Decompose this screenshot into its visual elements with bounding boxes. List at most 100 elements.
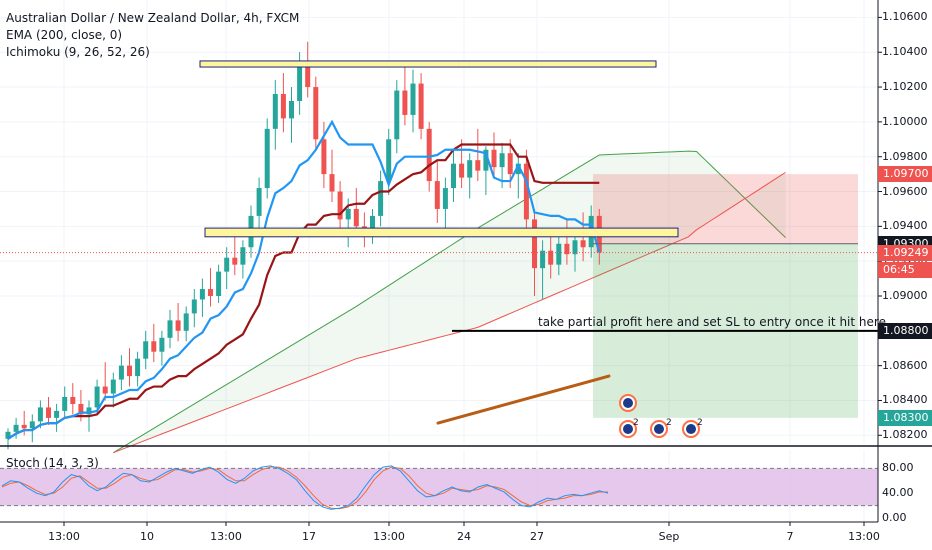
stoch-tick-label: 40.00 (882, 486, 914, 500)
news-event-icon[interactable] (619, 394, 637, 412)
candle[interactable] (418, 73, 424, 140)
candle[interactable] (224, 247, 230, 290)
candle-body (191, 299, 197, 314)
stochastic-panel[interactable] (0, 445, 932, 510)
candle[interactable] (183, 306, 189, 342)
time-tick-label: 13:00 (848, 530, 880, 543)
resistance-zone[interactable] (199, 60, 657, 68)
candle-body (102, 386, 108, 394)
candle-body (183, 313, 189, 331)
candle[interactable] (102, 362, 108, 401)
legend-ema: EMA (200, close, 0) (6, 28, 123, 42)
candle[interactable] (353, 188, 359, 234)
candle-body (70, 396, 76, 404)
candle[interactable] (272, 80, 278, 150)
candle[interactable] (564, 219, 570, 265)
candle[interactable] (110, 372, 116, 408)
candle[interactable] (467, 153, 473, 199)
candle[interactable] (62, 386, 68, 418)
candle-body (515, 163, 521, 175)
candle[interactable] (54, 403, 60, 432)
news-event-icon[interactable] (682, 420, 700, 438)
candle[interactable] (29, 414, 35, 443)
price-tag: 1.09249 (878, 244, 932, 261)
candle-body (353, 208, 359, 227)
news-event-icon[interactable] (650, 420, 668, 438)
news-event-icon[interactable] (619, 420, 637, 438)
price-tick-label: 1.08200 (882, 428, 928, 442)
candle[interactable] (13, 417, 19, 439)
candle[interactable] (402, 66, 408, 126)
candle[interactable] (240, 240, 246, 279)
time-tick-label: 13:00 (48, 530, 80, 543)
candle[interactable] (289, 87, 294, 143)
candle[interactable] (216, 264, 222, 303)
candle[interactable] (256, 177, 262, 230)
candle-body (475, 160, 481, 171)
candle-body (46, 407, 51, 418)
candle[interactable] (459, 139, 465, 189)
candle[interactable] (143, 330, 149, 370)
candle-body (224, 257, 230, 272)
horizontal-levels[interactable] (0, 60, 878, 438)
candle[interactable] (46, 396, 51, 425)
price-tick-label: 1.10400 (882, 45, 928, 59)
price-tick-label: 1.08400 (882, 393, 928, 407)
candle[interactable] (451, 149, 456, 202)
candle-body (523, 163, 529, 220)
candle[interactable] (151, 323, 157, 363)
candle[interactable] (491, 132, 497, 178)
candle[interactable] (305, 41, 311, 98)
candle[interactable] (118, 355, 124, 391)
candle-body (548, 250, 554, 265)
candle[interactable] (127, 348, 132, 387)
candle[interactable] (329, 149, 335, 202)
candle-body (199, 289, 205, 300)
candle-body (394, 90, 400, 140)
candle[interactable] (337, 181, 343, 234)
flag-icon (654, 424, 664, 434)
candle-body (572, 240, 578, 255)
candle[interactable] (199, 278, 205, 317)
candle[interactable] (264, 118, 270, 199)
candle[interactable] (159, 330, 165, 366)
candle-body (256, 188, 262, 216)
candle[interactable] (191, 289, 197, 328)
candle[interactable] (540, 240, 546, 300)
candle-body (118, 365, 124, 380)
candle-body (127, 365, 132, 377)
candle[interactable] (370, 208, 375, 244)
candle[interactable] (94, 379, 100, 415)
candle[interactable] (175, 302, 181, 342)
candle[interactable] (394, 80, 400, 154)
candle[interactable] (167, 309, 173, 349)
candle[interactable] (434, 160, 440, 223)
candle[interactable] (515, 153, 521, 199)
candle[interactable] (410, 69, 416, 133)
ema-200-line (436, 374, 611, 425)
candle[interactable] (135, 351, 141, 387)
flag-icon (686, 424, 696, 434)
time-tick-label: 17 (302, 530, 316, 543)
time-tick-label: Sep (658, 530, 680, 543)
candle[interactable] (442, 177, 448, 234)
candle[interactable] (548, 229, 554, 279)
support-zone[interactable] (204, 227, 679, 238)
candle[interactable] (232, 236, 238, 276)
candle-body (540, 250, 546, 269)
candle[interactable] (523, 149, 529, 234)
candle[interactable] (313, 76, 319, 150)
candle[interactable] (37, 400, 43, 429)
candle[interactable] (475, 128, 481, 182)
candle-body (337, 191, 343, 220)
candle[interactable] (280, 73, 286, 133)
candle[interactable] (208, 268, 213, 307)
candle[interactable] (556, 236, 562, 276)
candle[interactable] (378, 170, 384, 227)
time-tick-label: 10 (140, 530, 154, 543)
candle[interactable] (321, 121, 327, 189)
event-badge-count: 2 (633, 418, 639, 428)
candle-body (499, 153, 505, 168)
candle[interactable] (70, 383, 76, 415)
